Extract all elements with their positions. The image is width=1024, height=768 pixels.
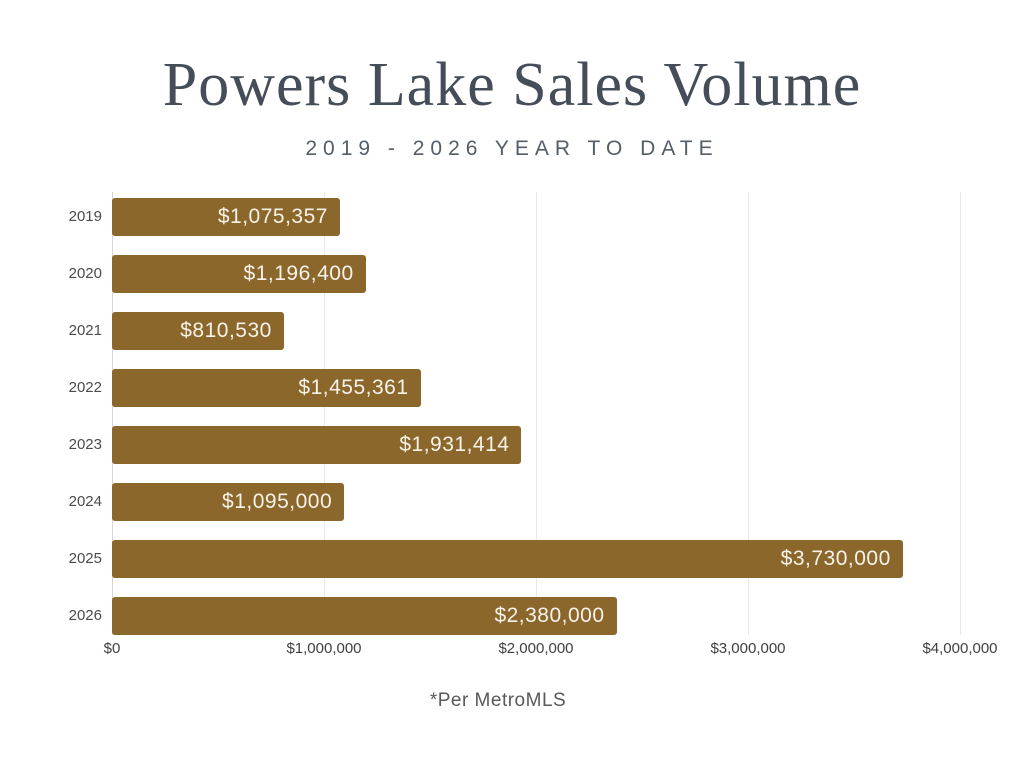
bar-2024: $1,095,000: [112, 483, 345, 521]
bar-2021: $810,530: [112, 312, 284, 350]
year-label-2023: 2023: [68, 436, 102, 453]
year-label-2026: 2026: [68, 607, 102, 624]
bar-2025: $3,730,000: [112, 540, 903, 578]
x-axis-tick-label: $2,000,000: [498, 640, 574, 657]
x-axis-tick-label: $4,000,000: [922, 640, 998, 657]
chart-subtitle: 2019 - 2026 YEAR TO DATE: [305, 137, 719, 160]
bar-value-label: $2,380,000: [494, 604, 605, 627]
gridline: [748, 192, 749, 635]
year-label-2024: 2024: [68, 493, 102, 510]
footnote: *Per MetroMLS: [429, 690, 567, 711]
bar-value-label: $1,095,000: [222, 490, 333, 513]
bar-value-label: $1,931,414: [399, 433, 510, 456]
bar-2026: $2,380,000: [112, 597, 617, 635]
x-axis-tick-label: $1,000,000: [286, 640, 362, 657]
bar-value-label: $810,530: [180, 319, 272, 342]
year-label-2025: 2025: [68, 550, 102, 567]
y-axis-line: [112, 192, 113, 635]
year-label-2019: 2019: [68, 208, 102, 225]
bar-2023: $1,931,414: [112, 426, 522, 464]
bar-2019: $1,075,357: [112, 198, 340, 236]
gridline: [536, 192, 537, 635]
bar-value-label: $1,455,361: [298, 376, 409, 399]
year-label-2020: 2020: [68, 265, 102, 282]
bar-value-label: $3,730,000: [780, 547, 891, 570]
year-label-2021: 2021: [68, 322, 102, 339]
x-axis-tick-label: $0: [103, 640, 121, 657]
chart-title: Powers Lake Sales Volume: [162, 51, 862, 119]
plot-area: 2019 $1,075,357 2020 $1,196,400 2021 $810,530…: [69, 192, 998, 657]
gridline: [324, 192, 325, 635]
year-label-2022: 2022: [68, 379, 102, 396]
bar-value-label: $1,075,357: [217, 205, 328, 228]
bar-value-label: $1,196,400: [243, 262, 354, 285]
x-axis-tick-label: $3,000,000: [710, 640, 786, 657]
bar-2022: $1,455,361: [112, 369, 421, 407]
gridline: [960, 192, 961, 635]
bar-2020: $1,196,400: [112, 255, 366, 293]
